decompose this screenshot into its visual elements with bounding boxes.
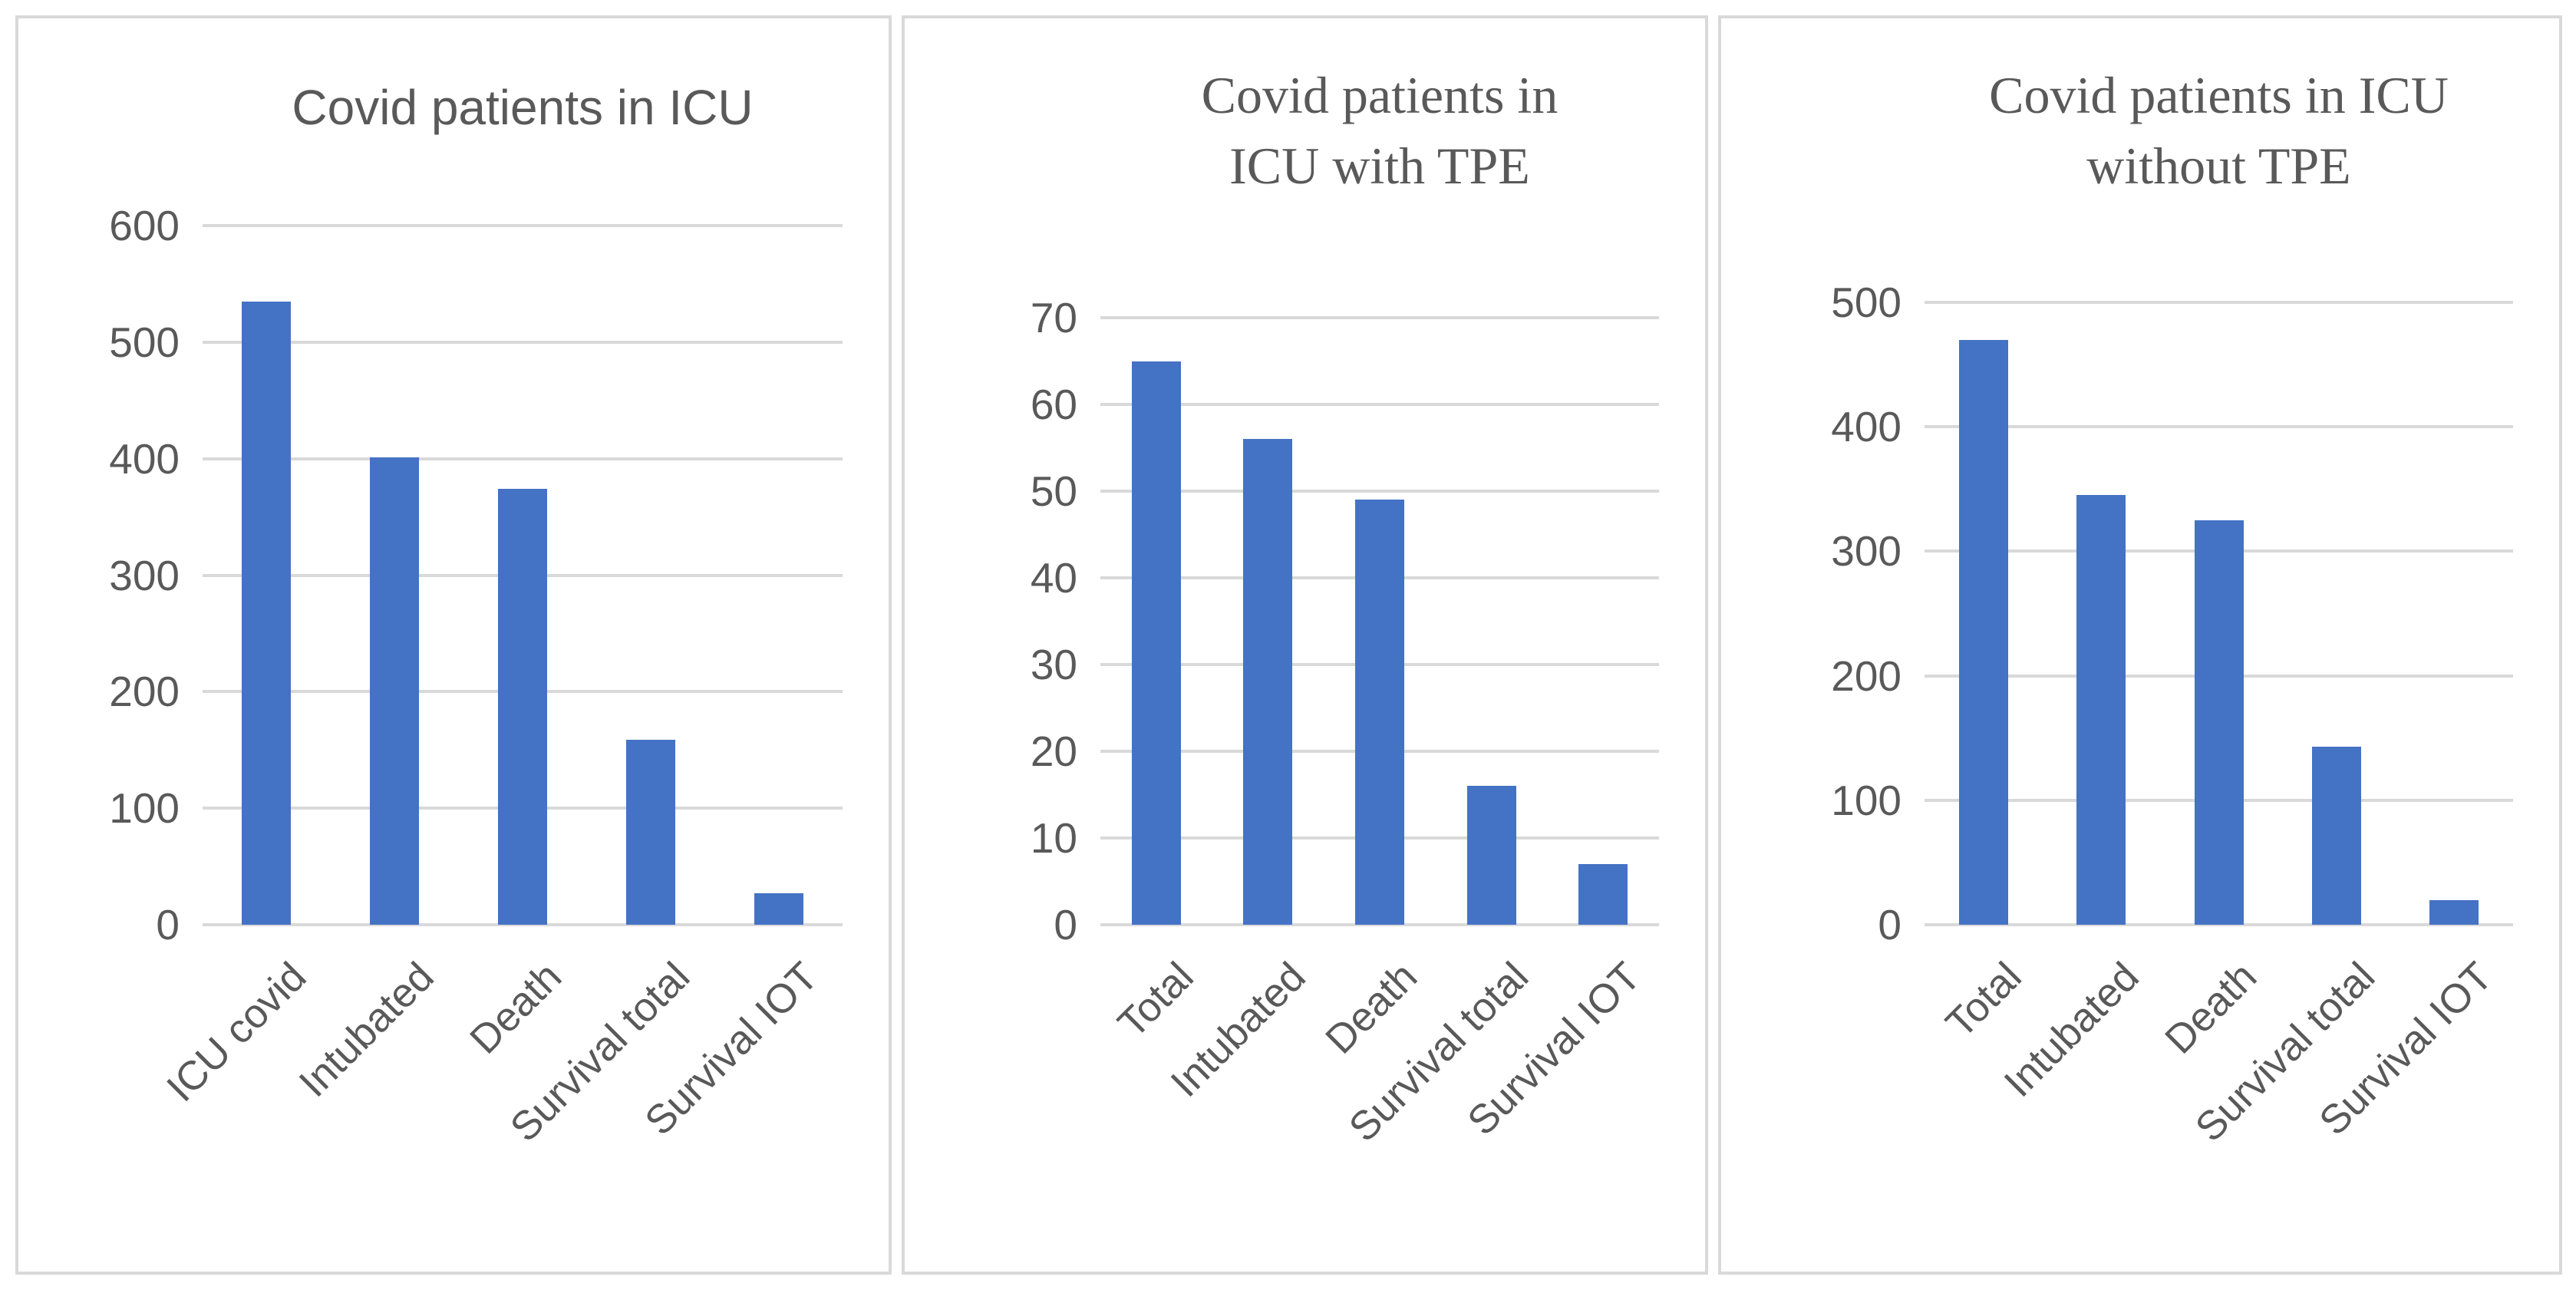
x-category-label-death: Death xyxy=(461,954,571,1063)
gridline-0 xyxy=(1100,923,1659,926)
gridline-500 xyxy=(203,340,843,344)
y-tick-label-200: 200 xyxy=(1831,652,1901,700)
bar-series xyxy=(1100,318,1659,925)
y-tick-label-0: 0 xyxy=(1878,901,1901,949)
chart-title-line: without TPE xyxy=(2086,136,2351,195)
y-tick-label-0: 0 xyxy=(156,901,180,949)
y-tick-label-300: 300 xyxy=(109,551,180,599)
bar-survival-iot xyxy=(2429,899,2479,925)
y-tick-label-60: 60 xyxy=(1030,381,1077,428)
bar-intubated xyxy=(2076,495,2126,925)
bar-icu-covid xyxy=(242,301,292,925)
bar-survival-iot xyxy=(1578,863,1628,925)
x-category-label-intubated: Intubated xyxy=(290,954,443,1107)
y-tick-label-300: 300 xyxy=(1831,527,1901,576)
x-category-label-death: Death xyxy=(2156,954,2266,1063)
bar-death xyxy=(498,489,547,925)
chart-title-line: Covid patients in ICU xyxy=(1989,66,2449,124)
y-tick-label-400: 400 xyxy=(109,434,180,483)
chart-panel-icu-total: Covid patients in ICU 0 100 200 300 400 500 60… xyxy=(15,15,892,1275)
x-axis: Total Intubated Death Survival total Surviva… xyxy=(1925,925,2513,1278)
y-tick-label-10: 10 xyxy=(1030,814,1077,862)
chart-title-line: Covid patients in xyxy=(1201,66,1558,124)
gridline-400 xyxy=(1925,425,2513,429)
y-tick-label-100: 100 xyxy=(109,784,180,833)
gridline-60 xyxy=(1100,403,1659,406)
x-category-label-total: Total xyxy=(1109,954,1202,1047)
y-tick-label-100: 100 xyxy=(1831,776,1901,824)
gridline-0 xyxy=(1925,923,2513,926)
y-axis: 0 10 20 30 40 50 60 70 xyxy=(905,294,1077,949)
chart-title-line: Covid patients in ICU xyxy=(292,80,754,135)
y-tick-label-20: 20 xyxy=(1030,727,1077,775)
gridline-50 xyxy=(1100,490,1659,493)
plot-area xyxy=(1100,316,1659,926)
y-tick-label-70: 70 xyxy=(1030,294,1077,341)
chart-panel-icu-without-tpe: Covid patients in ICU without TPE 0 100 200… xyxy=(1718,15,2562,1275)
y-tick-label-0: 0 xyxy=(1054,901,1077,949)
gridline-500 xyxy=(1925,301,2513,304)
bar-survival-iot xyxy=(754,893,803,925)
bar-survival-total xyxy=(1466,786,1516,925)
chart-title: Covid patients in ICU with TPE xyxy=(1100,61,1659,202)
x-axis: Total Intubated Death Survival total Surviva… xyxy=(1100,925,1659,1278)
y-tick-label-500: 500 xyxy=(109,318,180,366)
y-tick-label-50: 50 xyxy=(1030,467,1077,515)
gridline-400 xyxy=(203,457,843,460)
y-axis: 0 100 200 300 400 500 xyxy=(1721,279,1901,949)
bar-series xyxy=(203,226,843,925)
plot-area xyxy=(203,224,843,926)
gridline-0 xyxy=(203,923,843,926)
x-axis: ICU covid Intubated Death Survival total Sur… xyxy=(158,925,843,1278)
gridline-600 xyxy=(203,224,843,227)
bar-total xyxy=(1958,339,2008,925)
bar-intubated xyxy=(1243,439,1293,925)
bar-death xyxy=(1355,500,1404,925)
y-tick-label-30: 30 xyxy=(1030,641,1077,688)
bar-series xyxy=(1925,302,2513,925)
bar-death xyxy=(2194,520,2244,925)
y-axis: 0 100 200 300 400 500 600 xyxy=(18,202,180,949)
y-tick-label-200: 200 xyxy=(109,668,180,716)
y-tick-label-600: 600 xyxy=(109,202,180,249)
plot-area xyxy=(1925,301,2513,926)
y-tick-label-500: 500 xyxy=(1831,279,1901,326)
chart-title-line: ICU with TPE xyxy=(1229,136,1530,195)
x-category-label-icu-covid: ICU covid xyxy=(157,954,315,1111)
bar-total xyxy=(1131,361,1181,925)
chart-title: Covid patients in ICU without TPE xyxy=(1925,61,2513,202)
bar-survival-total xyxy=(625,739,675,925)
x-category-label-death: Death xyxy=(1317,954,1426,1063)
chart-title: Covid patients in ICU xyxy=(203,76,843,140)
gridline-70 xyxy=(1100,316,1659,319)
bar-survival-total xyxy=(2311,747,2361,925)
y-tick-label-40: 40 xyxy=(1030,554,1077,602)
x-category-label-total: Total xyxy=(1937,954,2030,1047)
y-tick-label-400: 400 xyxy=(1831,403,1901,451)
bar-intubated xyxy=(370,457,420,925)
chart-panel-icu-with-tpe: Covid patients in ICU with TPE 0 10 20 30 40 5… xyxy=(902,15,1708,1275)
